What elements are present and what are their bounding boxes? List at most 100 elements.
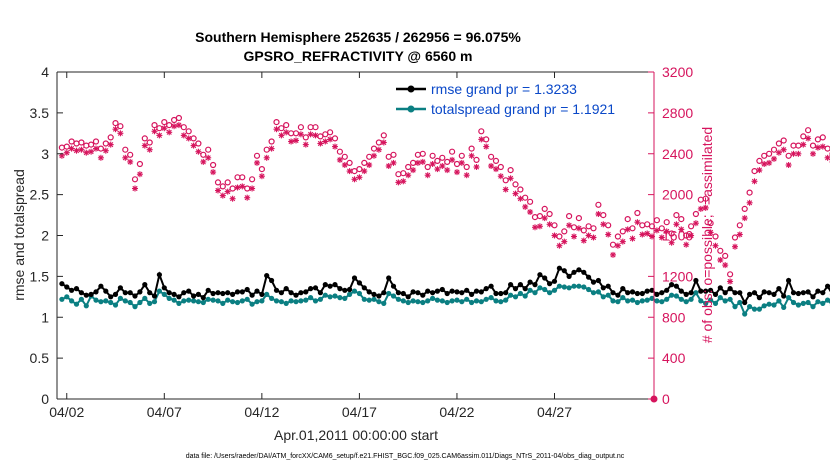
obs-assimilated-point (151, 128, 158, 135)
obs-assimilated-point (244, 194, 251, 201)
obs-assimilated-point (380, 139, 387, 146)
obs-assimilated-point (668, 239, 675, 246)
obs-possible-point (790, 142, 797, 149)
obs-possible-point (249, 176, 256, 183)
obs-assimilated-point (132, 185, 138, 192)
totalspread-point (103, 298, 109, 304)
obs-assimilated-point (483, 143, 490, 150)
obs-possible-point (205, 146, 212, 153)
rmse-point (98, 283, 104, 289)
rmse-point (366, 289, 372, 295)
obs-assimilated-point (254, 159, 260, 166)
obs-possible-point (585, 223, 592, 230)
obs-possible-point (434, 157, 441, 164)
rmse-point (230, 291, 236, 297)
obs-possible-point (800, 133, 807, 140)
obs-assimilated-point (434, 166, 441, 173)
obs-assimilated-point (780, 146, 787, 153)
obs-assimilated-point (283, 129, 290, 136)
legend: rmse grand pr = 1.3233 totalspread grand… (396, 81, 615, 117)
rmse-point (556, 265, 563, 271)
totalspread-point (532, 290, 538, 296)
totalspread-point (322, 292, 328, 298)
obs-assimilated-point (595, 211, 602, 217)
obs-assimilated-point (600, 221, 607, 228)
rmse-point (644, 288, 650, 294)
rmse-point (488, 283, 494, 289)
totalspread-point (83, 303, 89, 309)
obs-possible-point (239, 174, 246, 181)
rmse-point (469, 291, 475, 297)
obs-assimilated-point (541, 215, 548, 222)
totalspread-point (332, 293, 338, 299)
obs-assimilated-point (493, 166, 499, 173)
rmse-point (493, 290, 499, 297)
totalspread-point (800, 300, 806, 306)
totalspread-point (469, 299, 475, 306)
rmse-point (405, 294, 411, 300)
obs-possible-point (297, 124, 304, 131)
totalspread-point (742, 311, 748, 317)
totalspread-point (615, 299, 621, 305)
obs-possible-point (795, 142, 802, 149)
obs-possible-point (653, 217, 661, 224)
obs-assimilated-point (712, 242, 719, 249)
obs-assimilated-point (239, 183, 246, 190)
rmse-point (532, 282, 538, 288)
rmse-point (537, 272, 543, 278)
rmse-point (790, 290, 797, 296)
obs-possible-point (629, 225, 636, 232)
obs-assimilated-point (639, 231, 646, 238)
obs-possible-point (439, 154, 446, 161)
totalspread-point (361, 296, 367, 302)
totalspread-point (117, 295, 123, 301)
obs-assimilated-point (219, 192, 226, 199)
totalspread-point (747, 304, 753, 310)
rmse-point (547, 281, 553, 287)
obs-assimilated-point (322, 138, 329, 145)
totalspread-point (683, 299, 689, 305)
obs-possible-point (141, 135, 148, 142)
obs-assimilated-point (361, 168, 368, 175)
totalspread-point (488, 295, 494, 301)
totalspread-point (751, 306, 758, 312)
obs-possible-point (512, 181, 519, 188)
obs-possible-point (546, 210, 553, 218)
rmse-point (576, 267, 582, 273)
rmse-point (156, 272, 162, 278)
obs-possible-point (600, 212, 607, 219)
obs-assimilated-point (678, 226, 685, 233)
rmse-point (244, 286, 250, 293)
obs-possible-point (722, 252, 729, 259)
rmse-point (273, 287, 280, 293)
obs-possible-point (327, 129, 334, 136)
obs-possible-point (458, 152, 465, 159)
obs-assimilated-point (727, 278, 734, 285)
totalspread-point (542, 286, 548, 293)
totalspread-point (327, 294, 333, 300)
rmse-point (805, 289, 811, 295)
rmse-point (498, 290, 504, 297)
obs-assimilated-point (390, 159, 397, 166)
totalspread-point (717, 295, 723, 301)
rmse-point (600, 285, 606, 291)
obs-assimilated-point (332, 143, 338, 150)
legend-spread-marker (407, 105, 415, 113)
obs-assimilated-point (732, 243, 738, 250)
obs-assimilated-point (175, 122, 182, 129)
obs-assimilated-point (473, 164, 480, 170)
totalspread-point (825, 297, 830, 303)
rmse-point (195, 291, 201, 297)
obs-possible-point (565, 213, 573, 220)
obs-assimilated-point (263, 154, 270, 161)
obs-possible-point (224, 179, 231, 186)
obs-assimilated-point (93, 145, 99, 152)
obs-assimilated-point (736, 231, 743, 238)
totalspread-point (171, 297, 177, 303)
rmse-point (629, 289, 636, 295)
totalspread-point (342, 295, 348, 301)
totalspread-point (781, 304, 787, 310)
obs-possible-point (331, 135, 339, 142)
obs-assimilated-point (566, 222, 573, 229)
obs-assimilated-point (571, 233, 577, 240)
